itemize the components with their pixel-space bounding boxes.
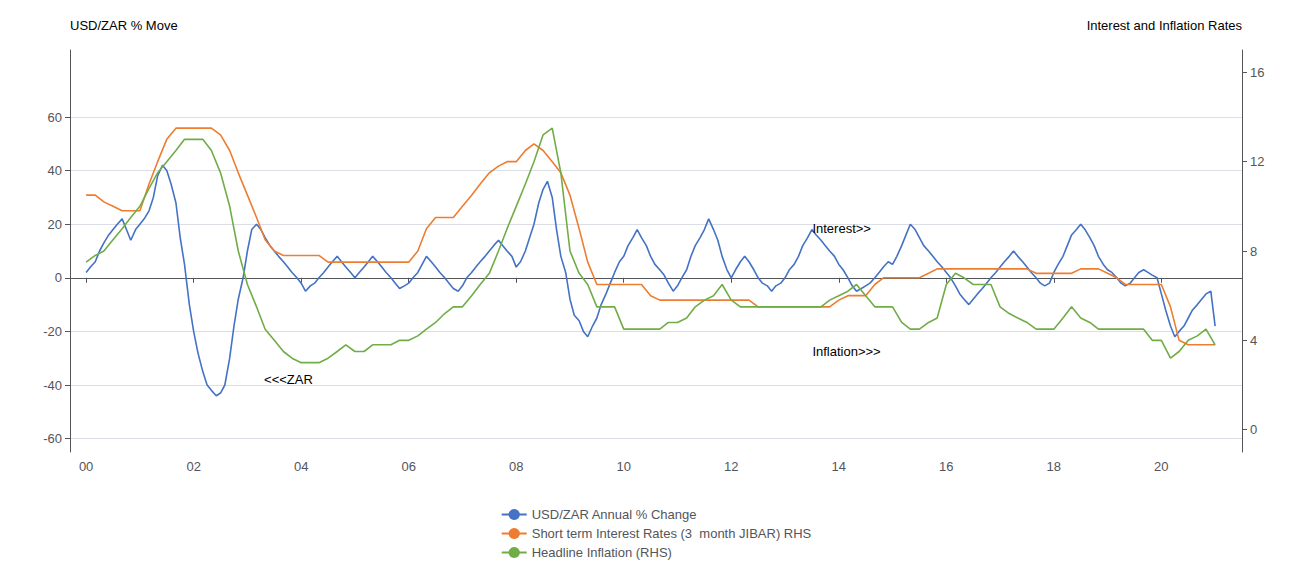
svg-text:4: 4 — [1250, 333, 1257, 348]
svg-text:Interest>>: Interest>> — [812, 221, 871, 236]
svg-text:08: 08 — [509, 459, 523, 474]
svg-text:<<<ZAR: <<<ZAR — [264, 372, 313, 387]
svg-text:00: 00 — [79, 459, 93, 474]
svg-text:14: 14 — [832, 459, 846, 474]
svg-text:-40: -40 — [43, 378, 62, 393]
svg-text:-20: -20 — [43, 324, 62, 339]
svg-text:40: 40 — [48, 163, 62, 178]
svg-text:02: 02 — [186, 459, 200, 474]
svg-text:-60: -60 — [43, 431, 62, 446]
svg-text:16: 16 — [1250, 65, 1264, 80]
svg-text:18: 18 — [1047, 459, 1061, 474]
svg-text:USD/ZAR Annual % Change: USD/ZAR Annual % Change — [532, 507, 697, 522]
svg-text:12: 12 — [1250, 154, 1264, 169]
svg-text:10: 10 — [617, 459, 631, 474]
svg-text:Headline Inflation (RHS): Headline Inflation (RHS) — [532, 545, 672, 560]
svg-text:06: 06 — [401, 459, 415, 474]
svg-text:16: 16 — [939, 459, 953, 474]
svg-text:20: 20 — [1154, 459, 1168, 474]
svg-text:0: 0 — [1250, 422, 1257, 437]
svg-text:20: 20 — [48, 217, 62, 232]
svg-text:04: 04 — [294, 459, 308, 474]
svg-text:12: 12 — [724, 459, 738, 474]
svg-text:60: 60 — [48, 110, 62, 125]
svg-text:USD/ZAR % Move: USD/ZAR % Move — [70, 18, 178, 33]
svg-text:Short term Interest Rates (3: Short term Interest Rates (3 month JIBAR… — [532, 526, 812, 541]
svg-text:Inflation>>>: Inflation>>> — [812, 344, 880, 359]
svg-text:0: 0 — [55, 270, 62, 285]
svg-text:Interest and Inflation Rates: Interest and Inflation Rates — [1087, 18, 1243, 33]
svg-text:8: 8 — [1250, 244, 1257, 259]
